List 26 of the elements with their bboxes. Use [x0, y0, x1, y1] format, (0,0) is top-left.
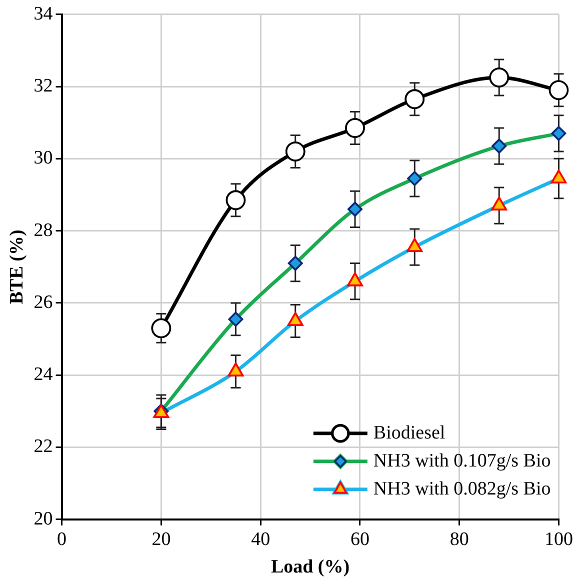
x-tick-label: 40 — [251, 528, 270, 550]
y-tick-label: 28 — [34, 220, 53, 241]
x-tick-label: 0 — [57, 528, 67, 550]
y-tick-label: 32 — [34, 76, 53, 97]
x-tick-label: 60 — [350, 528, 370, 550]
point — [285, 142, 306, 162]
y-tick-label: 20 — [34, 508, 53, 530]
legend-label: NH3 with 0.107g/s Bio — [373, 450, 551, 472]
legend-label: NH3 with 0.082g/s Bio — [373, 478, 551, 500]
point — [226, 190, 246, 210]
point — [345, 118, 365, 138]
y-tick-label: 34 — [34, 3, 54, 24]
y-tick-label: 22 — [34, 436, 53, 458]
x-tick-label: 100 — [544, 528, 573, 550]
y-tick-label: 24 — [34, 364, 54, 386]
point — [548, 80, 569, 100]
point — [151, 318, 172, 338]
x-tick-label: 20 — [152, 528, 171, 550]
y-tick-label: 26 — [34, 292, 53, 313]
x-tick-label: 80 — [450, 528, 469, 550]
legend-label: Biodiesel — [373, 422, 446, 444]
x-axis-title: Load (%) — [270, 556, 350, 578]
point — [489, 68, 510, 88]
y-tick-label: 30 — [34, 148, 53, 169]
point — [404, 89, 425, 110]
y-axis-title: BTE (%) — [6, 230, 28, 304]
